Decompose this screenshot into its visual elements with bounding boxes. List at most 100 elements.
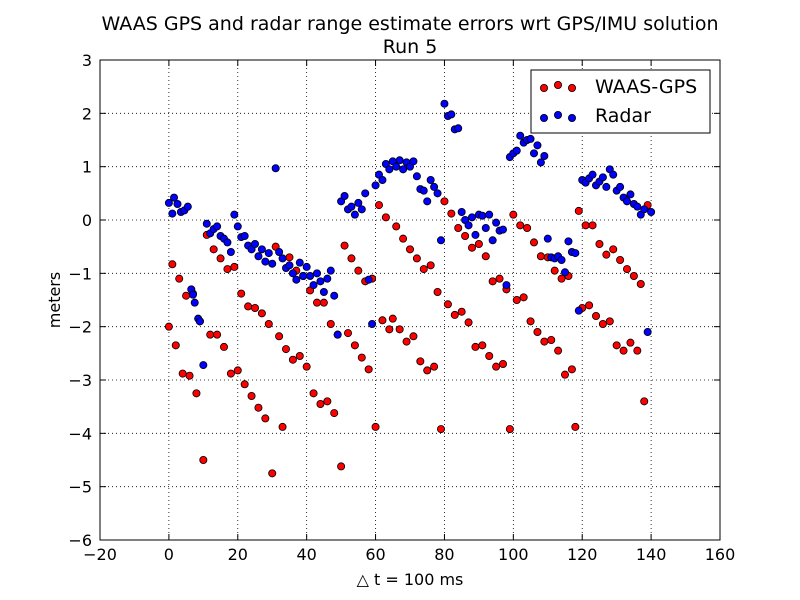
chart-title: WAAS GPS and radar range estimate errors… — [102, 13, 719, 35]
data-point — [498, 359, 507, 368]
data-point — [571, 422, 580, 431]
data-point — [616, 182, 625, 191]
data-point — [357, 205, 366, 214]
data-point — [182, 291, 191, 300]
data-point — [564, 237, 573, 246]
data-point — [464, 318, 473, 327]
plot-area-frame — [99, 59, 721, 541]
data-point — [261, 257, 270, 266]
legend-box — [530, 69, 711, 134]
data-point — [354, 198, 363, 207]
data-point — [213, 330, 222, 339]
data-point — [450, 310, 459, 319]
data-point — [526, 134, 535, 143]
data-point — [371, 181, 380, 190]
data-point — [416, 357, 425, 366]
data-point — [436, 236, 445, 245]
data-point — [323, 274, 332, 283]
data-point — [350, 210, 359, 219]
y-axis-label: meters — [45, 272, 64, 328]
data-point — [440, 99, 449, 108]
y-tick-label: 1 — [82, 158, 92, 177]
data-point — [574, 306, 583, 315]
data-point — [206, 330, 215, 339]
legend-marker-radar — [540, 111, 577, 123]
data-point — [340, 191, 349, 200]
data-point — [478, 211, 487, 220]
data-point — [278, 254, 287, 263]
data-point — [233, 366, 242, 375]
x-tick-label: 20 — [228, 545, 248, 564]
data-point — [202, 219, 211, 228]
data-point — [540, 337, 549, 346]
data-point — [333, 330, 342, 339]
data-point — [474, 239, 483, 248]
data-point — [523, 223, 532, 232]
data-point — [385, 165, 394, 174]
data-point — [337, 462, 346, 471]
data-point — [226, 247, 235, 256]
axis-ticks: −20 0 20 40 60 80 100 120 140 160 −6 −5 −4 −3 −2 −1 0 1 2 3 — [68, 51, 735, 564]
data-point — [288, 355, 297, 364]
data-point — [598, 319, 607, 328]
data-point — [409, 332, 418, 341]
y-tick-label: 0 — [82, 211, 92, 230]
data-point — [433, 287, 442, 296]
data-point — [598, 173, 607, 182]
data-point — [368, 319, 377, 328]
y-tick-label: 2 — [82, 104, 92, 123]
data-point — [292, 275, 301, 284]
data-point — [588, 170, 597, 179]
x-tick-label: 100 — [498, 545, 529, 564]
data-point — [268, 469, 277, 478]
data-point — [309, 389, 318, 398]
data-point — [412, 172, 421, 181]
data-point — [392, 222, 401, 231]
data-point — [350, 341, 359, 350]
data-point — [640, 205, 649, 214]
data-point — [574, 206, 583, 215]
data-point — [443, 300, 452, 309]
data-point — [609, 245, 618, 254]
data-point — [392, 162, 401, 171]
data-point — [192, 389, 201, 398]
data-point — [426, 261, 435, 270]
data-point — [530, 149, 539, 158]
data-point — [495, 274, 504, 283]
data-point — [364, 275, 373, 284]
data-point — [419, 265, 428, 274]
data-point — [173, 199, 182, 208]
data-point — [285, 261, 294, 270]
data-point — [488, 277, 497, 286]
data-point — [295, 258, 304, 267]
data-point — [199, 361, 208, 370]
data-point — [261, 414, 270, 423]
data-point — [581, 221, 590, 230]
data-point — [230, 262, 239, 271]
data-point — [233, 222, 242, 231]
data-points — [164, 99, 656, 478]
data-point — [402, 337, 411, 346]
x-tick-label: 0 — [164, 545, 174, 564]
data-point — [302, 362, 311, 371]
data-point — [219, 342, 228, 351]
data-point — [488, 236, 497, 245]
data-point — [364, 365, 373, 374]
data-point — [629, 271, 638, 280]
data-point — [409, 157, 418, 166]
data-point — [254, 403, 263, 412]
data-point — [585, 301, 594, 310]
data-point — [395, 156, 404, 165]
data-point — [264, 249, 273, 258]
data-point — [492, 218, 501, 227]
data-point — [592, 311, 601, 320]
data-point — [550, 266, 559, 275]
data-point — [209, 245, 218, 254]
y-tick-label: −4 — [68, 424, 92, 443]
data-point — [188, 290, 197, 299]
data-point — [226, 369, 235, 378]
data-point — [312, 269, 321, 278]
data-point — [213, 222, 222, 231]
x-tick-label: 140 — [636, 545, 667, 564]
data-point — [170, 193, 179, 202]
